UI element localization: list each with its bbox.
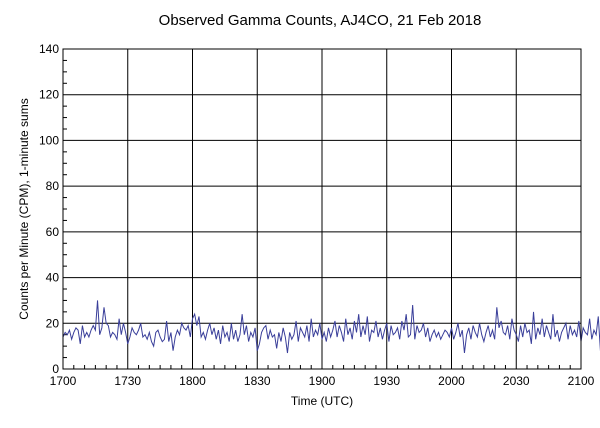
y-tick-label: 0 xyxy=(52,362,59,376)
y-tick-label: 120 xyxy=(39,88,59,102)
x-axis: 1700 1730 1800 1830 1900 1930 2000 2030 2100 xyxy=(50,365,595,388)
y-tick-label: 40 xyxy=(46,271,60,285)
x-tick-label: 1900 xyxy=(309,374,336,388)
series-line xyxy=(62,300,600,354)
x-tick-label: 1800 xyxy=(179,374,206,388)
y-tick-label: 60 xyxy=(46,225,60,239)
y-tick-label: 100 xyxy=(39,133,59,147)
x-tick-label: 2100 xyxy=(568,374,595,388)
x-tick-label: 1730 xyxy=(114,374,141,388)
chart-title: Observed Gamma Counts, AJ4CO, 21 Feb 201… xyxy=(159,12,482,29)
y-axis-label: Counts per Minute (CPM), 1-minute sums xyxy=(17,98,31,319)
x-tick-label: 2030 xyxy=(503,374,530,388)
x-tick-label: 1830 xyxy=(244,374,271,388)
x-tick-label: 2000 xyxy=(438,374,465,388)
y-tick-label: 80 xyxy=(46,179,60,193)
plot-frame xyxy=(62,48,582,370)
x-tick-label: 1930 xyxy=(373,374,400,388)
x-axis-label: Time (UTC) xyxy=(291,394,353,408)
y-tick-label: 140 xyxy=(39,42,59,56)
x-tick-label: 1700 xyxy=(50,374,77,388)
y-axis: 0 20 40 60 80 100 120 140 xyxy=(39,42,67,376)
y-tick-label: 20 xyxy=(46,316,60,330)
